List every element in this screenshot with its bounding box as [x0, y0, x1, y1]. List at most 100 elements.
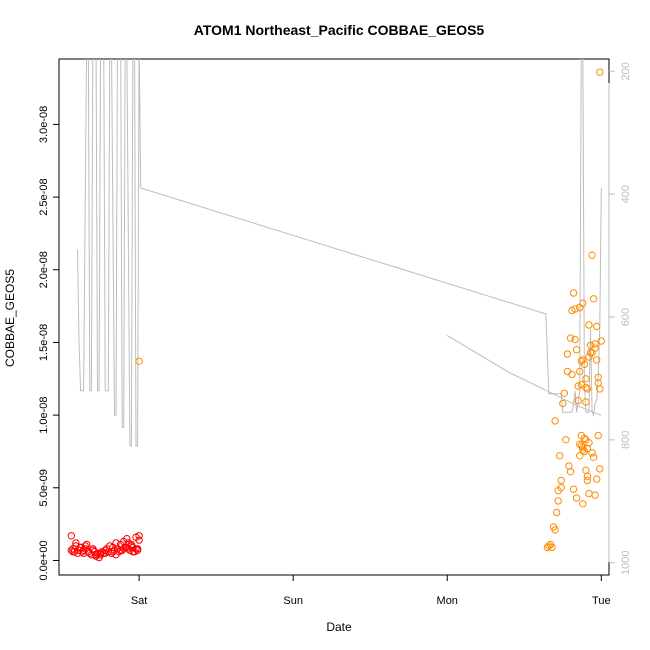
scatter-point-orange: [576, 303, 584, 312]
x-axis-bottom: Sat Sun Mon Tue: [131, 574, 611, 607]
scatter-point-orange: [557, 484, 565, 492]
scatter-point-red: [81, 542, 89, 550]
scatter-point-orange: [585, 439, 593, 447]
scatter-point-orange: [588, 449, 596, 457]
scatter-point-red: [101, 549, 109, 557]
pressure-line: [140, 59, 602, 418]
scatter-point-orange: [586, 348, 595, 357]
scatter-point-orange: [576, 452, 584, 460]
scatter-point-orange: [571, 305, 579, 313]
scatter-point-orange: [554, 497, 562, 505]
scatter-point-red: [72, 539, 80, 547]
y2-tick-label: 400: [620, 185, 632, 203]
scatter-point-orange: [560, 389, 568, 397]
scatter-point-orange: [596, 68, 604, 76]
scatter-point-orange: [571, 335, 579, 344]
scatter-point-orange: [582, 375, 590, 383]
scatter-point-red: [69, 548, 77, 556]
scatter-point-red: [133, 545, 142, 553]
scatter-point-orange: [566, 334, 575, 342]
y-tick-label: 3.0e-08: [38, 106, 50, 143]
scatter-point-orange: [591, 491, 599, 499]
y-tick-label: 2.0e-08: [38, 251, 50, 288]
scatter-point-red: [109, 548, 117, 556]
y2-tick-label: 600: [620, 308, 632, 326]
scatter-point-orange: [559, 399, 567, 408]
pressure-line: [77, 59, 142, 447]
y2-tick-label: 200: [620, 62, 632, 80]
plot-area-frame: [58, 58, 610, 576]
y2-tick-label: 800: [620, 431, 632, 449]
scatter-point-red: [116, 546, 125, 554]
y-axis-label: COBBAE_GEOS5: [3, 269, 17, 367]
scatter-point-orange: [585, 489, 593, 498]
scatter-point-red: [123, 543, 131, 552]
scatter-point-orange: [589, 295, 598, 303]
scatter-point-red: [135, 532, 143, 540]
chart-title: ATOM1 Northeast_Pacific COBBAE_GEOS5: [194, 22, 485, 38]
scatter-point-orange: [135, 357, 143, 365]
scatter-point-red: [123, 535, 131, 543]
y-tick-label: 5.0e-09: [38, 469, 50, 506]
scatter-point-orange: [583, 472, 592, 480]
x-tick-label: Tue: [592, 595, 611, 607]
scatter-point-orange: [576, 367, 584, 376]
scatter-point-orange: [593, 475, 601, 483]
scatter-point-orange: [596, 465, 604, 473]
scatter-point-orange: [582, 466, 590, 474]
y-axis-left: 0.0e+00 5.0e-09 1.0e-08 1.5e-08 2.0e-08 2.5e-…: [38, 106, 60, 581]
scatter-point-red: [92, 551, 100, 559]
scatter-point-orange: [572, 346, 581, 354]
scatter-point-orange: [580, 360, 589, 368]
scatter-point-orange: [577, 441, 585, 450]
scatter-point-orange: [594, 373, 602, 381]
y2-tick-label: 1000: [620, 550, 632, 574]
scatter-point-orange: [582, 383, 590, 392]
scatter-point-orange: [548, 543, 556, 552]
scatter-point-orange: [594, 431, 602, 440]
scatter-point-orange: [579, 443, 587, 451]
scatter-point-orange: [569, 485, 578, 493]
scatter-point-orange: [549, 523, 558, 531]
scatter-point-orange: [597, 337, 605, 345]
x-tick-label: Sun: [283, 595, 303, 607]
y-tick-label: 0.0e+00: [38, 540, 50, 580]
pressure-line-layer: [77, 59, 602, 447]
scatter-point-orange: [589, 453, 598, 461]
scatter-point-orange: [583, 476, 592, 485]
scatter-point-orange: [580, 434, 589, 443]
x-tick-label: Mon: [437, 595, 458, 607]
scatter-point-red: [79, 546, 88, 554]
scatter-point-orange: [583, 385, 592, 393]
scatter-point-orange: [579, 500, 587, 508]
scatter-point-orange: [574, 396, 582, 405]
y-tick-label: 1.5e-08: [38, 324, 50, 361]
scatter-point-orange: [569, 289, 578, 297]
scatter-point-orange: [552, 508, 561, 517]
scatter-point-orange: [585, 321, 593, 329]
x-axis-label: Date: [326, 620, 352, 634]
scatter-point-orange: [588, 251, 596, 259]
scatter-point-orange: [557, 476, 565, 485]
scatter-point-orange: [563, 350, 572, 358]
scatter-point-orange: [593, 356, 601, 364]
scatter-point-orange: [594, 379, 602, 387]
scatter-point-orange: [551, 417, 559, 425]
y-axis-right: 200 400 600 800 1000: [608, 62, 632, 575]
scatter-point-orange: [562, 436, 570, 444]
scatter-point-red: [83, 540, 91, 549]
scatter-point-red: [67, 532, 76, 540]
scatter-point-red: [96, 549, 105, 557]
scatter-point-orange: [593, 322, 601, 331]
scatter-point-orange: [568, 370, 576, 379]
scatter-points-layer: [67, 68, 605, 562]
pressure-line: [446, 334, 602, 416]
scatter-point-orange: [591, 340, 599, 348]
scatter-point-orange: [566, 468, 575, 476]
scatter-point-orange: [579, 356, 587, 364]
scatter-point-orange: [582, 398, 590, 406]
scatter-point-orange: [556, 452, 564, 460]
y-tick-label: 2.5e-08: [38, 178, 50, 215]
